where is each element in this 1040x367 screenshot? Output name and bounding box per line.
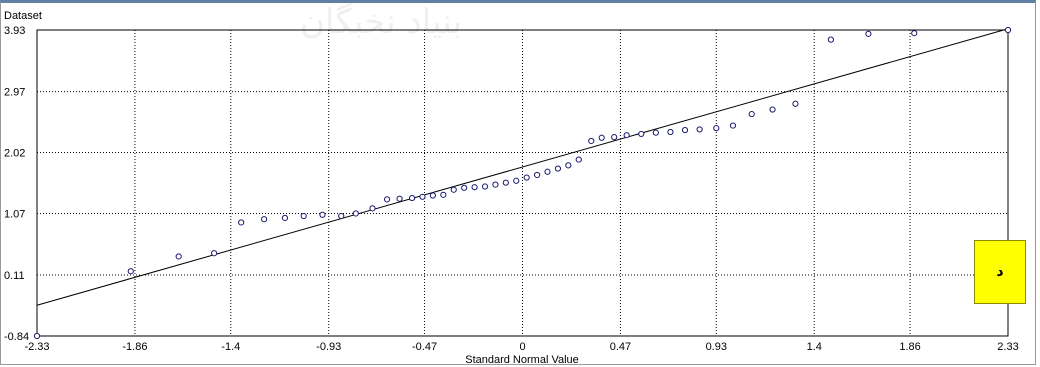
y-tick-label: 1.07: [4, 208, 25, 220]
data-point: [450, 186, 457, 193]
x-axis-title: Standard Normal Value: [465, 354, 579, 366]
data-point: [598, 134, 605, 141]
data-points: [33, 26, 1012, 340]
x-tick-label: 1.86: [899, 341, 920, 353]
data-point: [492, 181, 499, 188]
plot-area: [36, 29, 1009, 337]
data-point: [523, 174, 530, 181]
data-point: [623, 132, 630, 139]
data-point: [502, 179, 509, 186]
data-point: [238, 219, 245, 226]
data-point: [565, 162, 572, 169]
data-point: [575, 156, 582, 163]
data-point: [792, 100, 799, 107]
data-point: [471, 184, 478, 191]
x-tick-label: 0.47: [610, 341, 631, 353]
data-point: [554, 165, 562, 172]
data-point: [396, 195, 403, 202]
data-point: [533, 171, 541, 179]
data-point: [352, 210, 359, 217]
data-point: [513, 177, 520, 184]
y-tick-label: -0.84: [4, 331, 29, 343]
data-point: [383, 196, 391, 203]
badge-label: د: [996, 264, 1004, 280]
data-point: [175, 253, 182, 260]
reference-line-group: [36, 28, 1009, 306]
data-point: [440, 191, 447, 198]
data-point: [300, 212, 307, 220]
data-point: [681, 126, 689, 134]
data-point: [827, 36, 834, 43]
data-point: [261, 216, 268, 223]
x-tick-label: -0.47: [412, 341, 437, 353]
data-point: [652, 129, 659, 136]
reference-line: [36, 28, 1009, 306]
x-tick-label: 0.93: [706, 341, 727, 353]
data-point: [729, 122, 737, 129]
y-tick-label: 3.93: [4, 25, 25, 37]
data-point: [1004, 26, 1012, 34]
data-point: [713, 125, 720, 132]
x-tick-label: -1.86: [122, 341, 147, 353]
data-point: [481, 183, 489, 190]
data-point: [127, 268, 134, 275]
grid: [37, 30, 1008, 336]
data-point: [419, 193, 426, 200]
data-point: [429, 192, 437, 199]
data-point: [769, 106, 776, 113]
x-tick-label: 2.33: [997, 341, 1018, 353]
x-tick-label: 1.4: [807, 341, 822, 353]
watermark: بنیاد نخبگان: [300, 2, 463, 42]
data-point: [338, 212, 345, 220]
y-axis-title: Dataset: [4, 10, 42, 22]
data-point: [611, 134, 618, 141]
x-tick-labels: -2.33 -1.86 -1.4 -0.93 -0.47 0 0.47 0.93 1.4 1.86…: [24, 341, 1018, 353]
data-point: [638, 130, 645, 138]
data-point: [211, 250, 218, 257]
annotation-badge: د: [974, 240, 1026, 304]
data-point: [748, 110, 755, 118]
data-point: [588, 137, 595, 145]
data-point: [696, 126, 703, 133]
data-point: [408, 194, 416, 202]
data-point: [369, 205, 376, 212]
x-tick-label: -1.4: [221, 341, 240, 353]
data-point: [281, 214, 289, 222]
data-point: [461, 184, 468, 191]
y-tick-label: 2.97: [4, 87, 25, 99]
y-tick-labels: -0.84 0.11 1.07 2.02 2.97 3.93: [4, 25, 29, 343]
data-point: [667, 128, 674, 136]
data-point: [33, 332, 41, 340]
data-point: [319, 211, 326, 218]
data-point: [544, 168, 551, 175]
data-point: [911, 30, 918, 37]
x-tick-label: 0: [519, 341, 525, 353]
x-tick-label: -0.93: [316, 341, 341, 353]
y-tick-label: 0.11: [4, 270, 25, 282]
data-point: [865, 30, 872, 37]
x-tick-label: -2.33: [24, 341, 49, 353]
y-tick-label: 2.02: [4, 148, 25, 160]
